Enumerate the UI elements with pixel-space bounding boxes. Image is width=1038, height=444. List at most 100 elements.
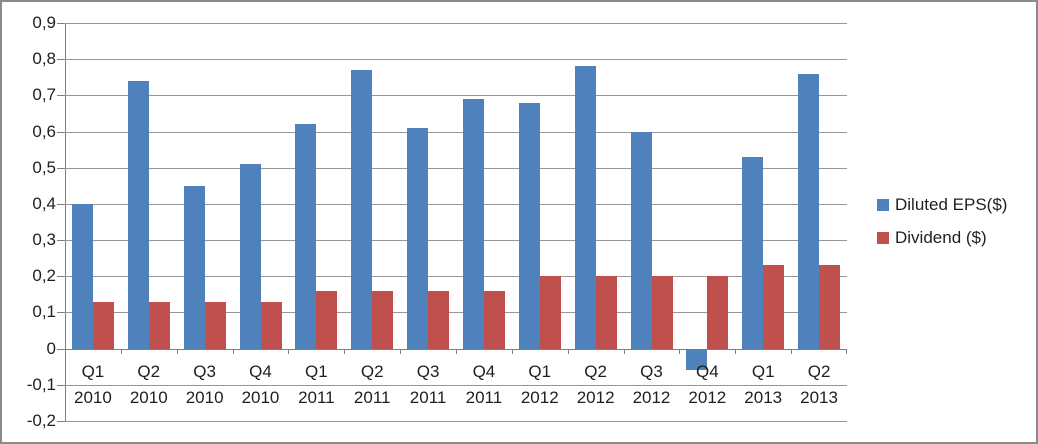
- gridline: [65, 131, 847, 133]
- x-category-quarter: Q1: [751, 361, 775, 381]
- x-axis-tick: [288, 348, 290, 354]
- x-axis-tick: [344, 348, 346, 354]
- bar-dividend: [819, 265, 841, 349]
- x-axis-tick: [679, 348, 681, 354]
- bar-dividend: [763, 265, 785, 349]
- x-axis-tick: [511, 348, 513, 354]
- y-axis-tick: [57, 95, 65, 97]
- x-category-year: 2012: [576, 387, 615, 407]
- bar-dividend: [92, 301, 114, 349]
- bar-diluted-eps: [407, 127, 429, 349]
- bar-dividend: [148, 301, 170, 349]
- bar-dividend: [204, 301, 226, 349]
- x-axis-tick: [120, 348, 122, 354]
- bar-dividend: [483, 290, 505, 349]
- x-category-year: 2010: [241, 387, 280, 407]
- y-axis-tick-label: 0,5: [32, 157, 56, 177]
- gridline: [65, 203, 847, 205]
- x-category-year: 2012: [520, 387, 559, 407]
- y-axis-tick: [57, 384, 65, 386]
- x-category-quarter: Q1: [528, 361, 552, 381]
- bar-diluted-eps: [183, 185, 205, 349]
- y-axis-tick: [57, 23, 65, 24]
- bar-dividend: [428, 290, 450, 349]
- legend-label: Diluted EPS($): [895, 195, 1008, 214]
- x-category-year: 2010: [129, 387, 168, 407]
- bar-diluted-eps: [630, 131, 652, 349]
- bar-diluted-eps: [686, 348, 708, 371]
- y-axis-tick: [57, 421, 65, 422]
- y-axis-tick: [57, 312, 65, 314]
- bar-dividend: [260, 301, 282, 349]
- legend-item-diluted-eps: Diluted EPS($): [877, 195, 1007, 215]
- y-axis-tick: [57, 348, 65, 350]
- bar-diluted-eps: [71, 203, 93, 349]
- legend-swatch-icon: [877, 199, 889, 211]
- y-axis-tick-label: 0,8: [32, 49, 56, 69]
- legend: Diluted EPS($) Dividend ($): [877, 195, 1007, 248]
- bar-diluted-eps: [295, 124, 317, 349]
- bar-dividend: [539, 276, 561, 349]
- x-category-quarter: Q2: [360, 361, 384, 381]
- y-axis-tick: [57, 203, 65, 205]
- y-axis-tick-label: 0,1: [32, 302, 56, 322]
- bar-diluted-eps: [518, 102, 540, 349]
- x-category-quarter: Q1: [305, 361, 328, 381]
- x-category-quarter: Q1: [81, 361, 105, 381]
- x-category-year: 2013: [800, 387, 838, 407]
- gridline: [65, 59, 847, 61]
- x-category-quarter: Q3: [416, 361, 440, 381]
- plot-area: 0,9 0,8 0,7 0,6 0,5 0,4 0,3 0,2 0,1 0 -0,1 -0,2 Q1 20…: [27, 14, 847, 430]
- x-axis-tick: [456, 348, 457, 354]
- x-category-quarter: Q4: [696, 361, 719, 381]
- bar-dividend: [372, 290, 394, 349]
- bar-diluted-eps: [239, 164, 261, 349]
- x-axis-tick: [791, 348, 793, 354]
- bar-diluted-eps: [127, 80, 149, 349]
- x-category-year: 2010: [185, 387, 224, 407]
- y-axis-tick-label: 0,6: [32, 121, 56, 141]
- gridline: [65, 167, 847, 169]
- x-category-quarter: Q4: [472, 361, 496, 381]
- x-axis-tick: [567, 348, 569, 354]
- legend-item-dividend: Dividend ($): [877, 228, 1007, 248]
- bar-dividend: [316, 290, 338, 349]
- y-axis-tick-label: 0,2: [32, 266, 56, 286]
- gridline: [65, 23, 847, 24]
- y-axis-tick: [57, 131, 65, 133]
- y-axis-tick: [57, 276, 65, 278]
- x-category-quarter: Q4: [249, 361, 272, 381]
- bar-diluted-eps: [462, 98, 484, 349]
- y-axis-tick: [57, 59, 65, 61]
- x-category-year: 2011: [409, 387, 447, 407]
- gridline: [65, 240, 847, 242]
- bar-dividend: [651, 276, 673, 349]
- y-axis-tick-label: 0,4: [32, 193, 56, 213]
- gridline: [65, 312, 847, 314]
- y-axis-tick-label: -0,1: [26, 374, 56, 394]
- x-axis-tick: [623, 348, 625, 354]
- x-category-year: 2013: [744, 387, 783, 407]
- x-category-year: 2012: [688, 387, 727, 407]
- bar-diluted-eps: [742, 156, 764, 349]
- x-axis-tick: [232, 348, 234, 354]
- x-category-quarter: Q2: [584, 361, 607, 381]
- bar-diluted-eps: [351, 70, 373, 349]
- x-category-quarter: Q2: [137, 361, 161, 381]
- x-category-year: 2012: [632, 387, 671, 407]
- legend-swatch-icon: [877, 232, 889, 244]
- x-axis-tick: [735, 348, 737, 354]
- gridline: [65, 421, 847, 422]
- y-axis-tick-label: -0,2: [26, 411, 56, 430]
- x-category-year: 2010: [74, 387, 112, 407]
- y-axis-tick-label: 0,9: [32, 13, 56, 32]
- x-axis-tick: [65, 348, 66, 354]
- gridline: [65, 95, 847, 97]
- gridline: [65, 276, 847, 278]
- y-axis-tick-label: 0,7: [32, 85, 56, 105]
- x-category-quarter: Q2: [807, 361, 831, 381]
- legend-label: Dividend ($): [895, 228, 987, 247]
- bar-dividend: [707, 276, 729, 349]
- x-category-quarter: Q3: [193, 361, 216, 381]
- y-axis-line: [65, 23, 66, 421]
